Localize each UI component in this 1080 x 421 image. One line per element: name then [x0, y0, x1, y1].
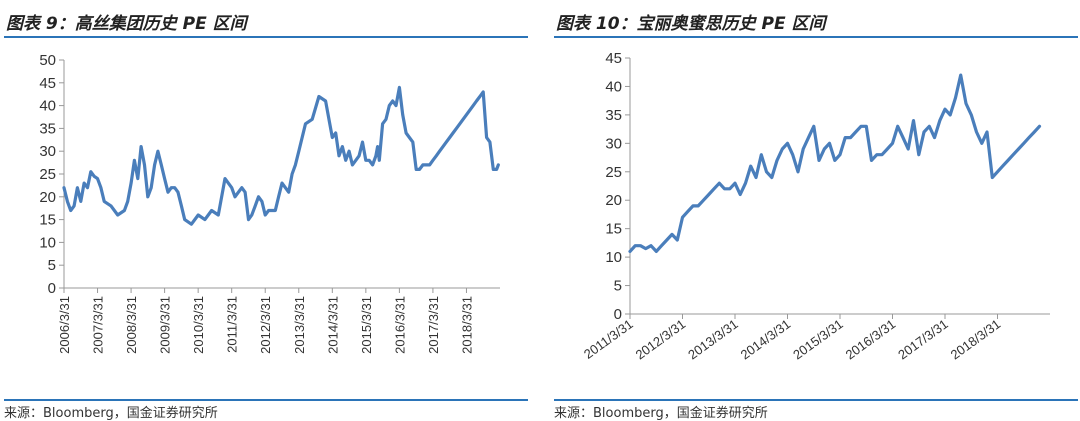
right-y-tick-label: 35: [605, 107, 622, 124]
right-y-tick-label: 0: [614, 306, 622, 323]
right-y-tick-label: 25: [605, 164, 622, 181]
left-x-tick-label: 2012/3/31: [258, 296, 273, 354]
right-y-tick-label: 10: [605, 249, 622, 266]
left-x-tick-label: 2007/3/31: [91, 296, 106, 354]
left-y-tick-label: 25: [39, 166, 56, 183]
left-y-tick-label: 5: [48, 257, 56, 274]
right-x-tick-label: 2016/3/31: [843, 316, 899, 362]
right-x-tick-label: 2013/3/31: [685, 316, 741, 362]
left-bottom-rule: [4, 399, 528, 401]
right-x-tick-label: 2012/3/31: [633, 316, 689, 362]
right-y-tick-label: 30: [605, 135, 622, 152]
left-chart-source: 来源：Bloomberg，国金证券研究所: [4, 406, 218, 421]
right-y-tick-label: 40: [605, 78, 622, 95]
right-chart-panel: 图表 10：宝丽奥蜜思历史 PE 区间 0 5 10 15 20 25 30 35 40 45 20…: [550, 0, 1080, 421]
left-y-tick-label: 50: [39, 52, 56, 69]
right-y-tick-label: 45: [605, 50, 622, 67]
left-pe-line-chart: 0 5 10 15 20 25 30 35 40 45 50 2006/3/31 2007/3/31 20…: [39, 52, 500, 354]
left-y-tick-label: 15: [39, 212, 56, 229]
left-x-tick-label: 2011/3/31: [225, 296, 240, 353]
left-pe-series-line: [62, 85, 500, 226]
left-x-tick-label: 2018/3/31: [459, 296, 474, 354]
left-x-tick-label: 2017/3/31: [426, 296, 441, 354]
right-chart-header: 图表 10：宝丽奥蜜思历史 PE 区间: [554, 6, 1078, 38]
left-y-tick-label: 10: [39, 234, 56, 251]
left-y-tick-label: 40: [39, 98, 56, 115]
right-pe-line-chart: 0 5 10 15 20 25 30 35 40 45 2011/3/312012/3/312013…: [581, 50, 1050, 362]
left-x-tick-label: 2008/3/31: [124, 296, 139, 354]
left-x-tick-label: 2016/3/31: [392, 296, 407, 354]
left-x-tick-label: 2014/3/31: [325, 296, 340, 354]
right-bottom-rule: [554, 399, 1078, 401]
left-chart-title: 图表 9：高丝集团历史 PE 区间: [6, 14, 247, 34]
right-chart-source: 来源：Bloomberg，国金证券研究所: [554, 406, 768, 421]
left-x-tick-label: 2006/3/31: [57, 296, 72, 354]
left-x-tick-label: 2015/3/31: [359, 296, 374, 354]
left-x-tick-label: 2010/3/31: [191, 296, 206, 354]
right-x-tick-label: 2014/3/31: [738, 316, 794, 362]
left-y-tick-label: 30: [39, 143, 56, 160]
left-y-tick-label: 0: [48, 280, 56, 297]
left-y-tick-label: 20: [39, 189, 56, 206]
left-y-tick-label: 35: [39, 120, 56, 137]
right-y-tick-label: 20: [605, 192, 622, 209]
right-chart-title: 图表 10：宝丽奥蜜思历史 PE 区间: [556, 14, 826, 34]
right-x-tick-label: 2017/3/31: [895, 316, 951, 362]
right-y-tick-label: 5: [614, 278, 622, 295]
right-x-tick-label: 2011/3/31: [581, 316, 636, 362]
left-x-tick-label: 2013/3/31: [292, 296, 307, 354]
left-x-tick-label: 2009/3/31: [158, 296, 173, 354]
left-y-tick-label: 45: [39, 75, 56, 92]
right-x-tick-label: 2018/3/31: [948, 316, 1004, 362]
right-x-tick-label: 2015/3/31: [790, 316, 846, 362]
left-chart-header: 图表 9：高丝集团历史 PE 区间: [4, 6, 528, 38]
right-y-tick-label: 15: [605, 221, 622, 238]
left-chart-panel: 图表 9：高丝集团历史 PE 区间 0 5 10 15 20 25 30 35 40 45 50 20…: [0, 0, 530, 421]
right-pe-series-line: [628, 73, 1042, 253]
